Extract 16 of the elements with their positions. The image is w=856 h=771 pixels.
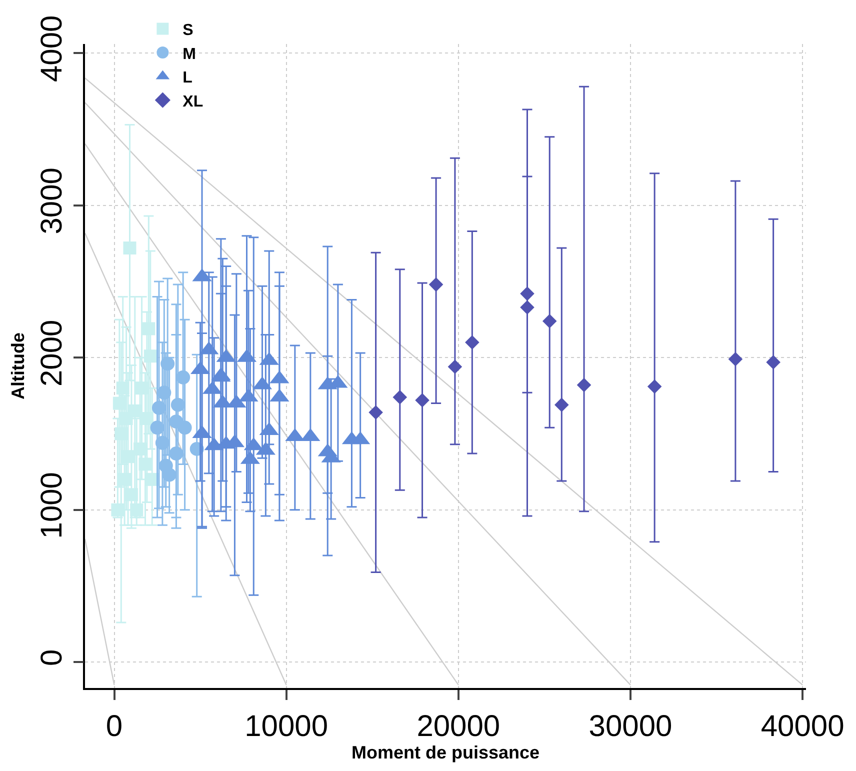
legend-label: XL bbox=[182, 93, 204, 110]
y-tick-label: 3000 bbox=[35, 168, 68, 234]
y-tick-label: 0 bbox=[35, 649, 68, 666]
x-tick-label: 40000 bbox=[760, 710, 844, 743]
y-axis-title: Altitude bbox=[8, 332, 28, 400]
x-axis-title: Moment de puissance bbox=[351, 742, 540, 763]
y-tick-label: 2000 bbox=[35, 320, 68, 387]
legend-label: L bbox=[182, 70, 193, 87]
legend-label: S bbox=[182, 22, 194, 39]
y-tick-label: 1000 bbox=[35, 472, 68, 539]
legend-label: M bbox=[182, 46, 196, 63]
y-tick-label: 4000 bbox=[35, 15, 68, 82]
x-tick-label: 30000 bbox=[588, 710, 672, 743]
x-tick-label: 10000 bbox=[244, 710, 328, 743]
x-tick-label: 20000 bbox=[416, 710, 500, 743]
x-tick-label: 0 bbox=[106, 710, 123, 743]
